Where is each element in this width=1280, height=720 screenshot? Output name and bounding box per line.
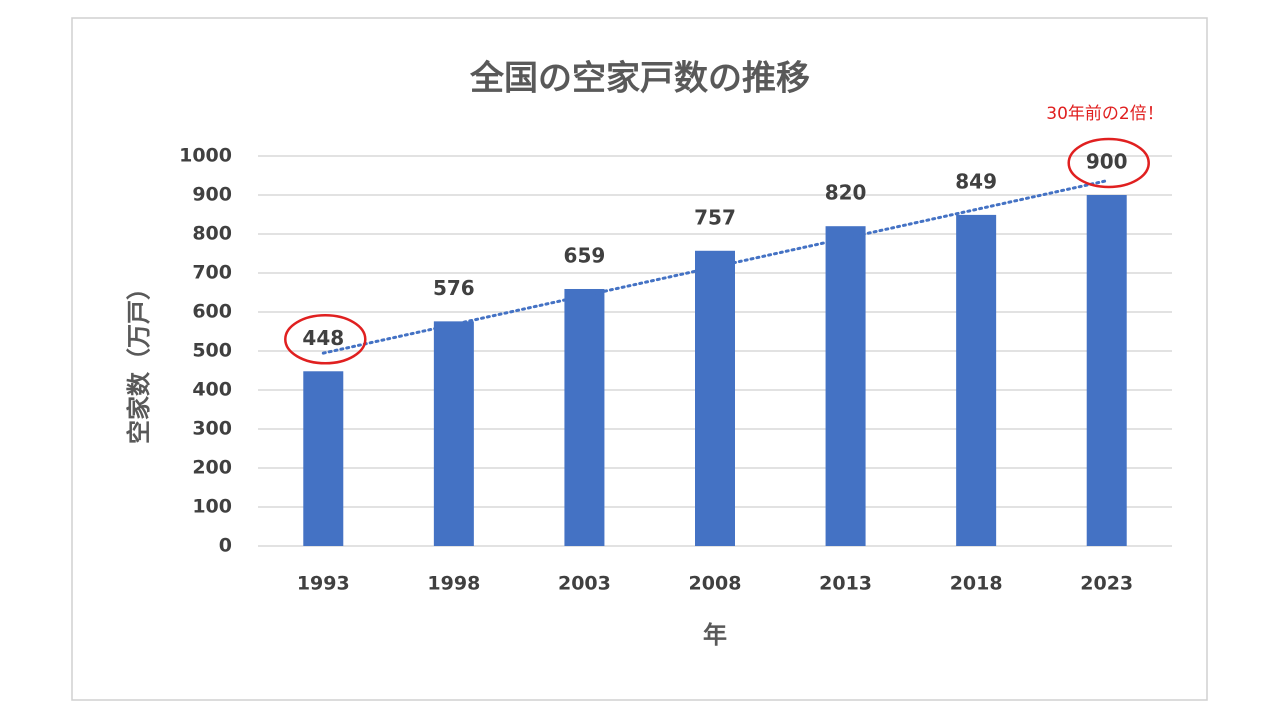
bar [956, 214, 997, 546]
bar [1086, 195, 1127, 546]
y-tick-label: 1000 [179, 145, 232, 167]
data-label: 448 [302, 326, 344, 350]
y-tick-label: 0 [219, 535, 232, 557]
x-tick-label: 1998 [427, 573, 480, 595]
data-label: 757 [694, 205, 736, 229]
y-tick-label: 100 [192, 496, 232, 518]
x-tick-label: 2008 [689, 573, 742, 595]
bar [825, 226, 866, 546]
bar [433, 321, 474, 546]
y-tick-label: 200 [192, 457, 232, 479]
x-tick-label: 2013 [819, 573, 872, 595]
x-tick-label: 2018 [950, 573, 1003, 595]
y-tick-label: 500 [192, 340, 232, 362]
data-label: 849 [955, 169, 997, 193]
bar [303, 371, 344, 546]
x-tick-label: 2023 [1080, 573, 1133, 595]
chart-title: 全国の空家戸数の推移 [469, 59, 810, 99]
highlight-circle [284, 314, 367, 365]
trendline [321, 179, 1109, 355]
bar [564, 288, 605, 546]
annotation: 30年前の2倍！ [1046, 104, 1163, 124]
data-label: 820 [825, 181, 867, 205]
y-tick-label: 900 [192, 184, 232, 206]
x-tick-label: 1993 [297, 573, 350, 595]
data-label: 659 [564, 243, 606, 267]
y-tick-label: 600 [192, 301, 232, 323]
data-label: 900 [1086, 150, 1128, 174]
highlight-circle [1067, 137, 1150, 189]
y-tick-label: 400 [192, 379, 232, 401]
y-tick-label: 800 [192, 223, 232, 245]
y-axis-title: 空家数（万戸） [125, 276, 153, 444]
data-label: 576 [433, 276, 475, 300]
chart-frame [71, 17, 1208, 701]
x-axis-title: 年 [703, 621, 727, 649]
y-tick-label: 300 [192, 418, 232, 440]
x-tick-label: 2003 [558, 573, 611, 595]
bar [695, 250, 735, 546]
y-tick-label: 700 [192, 262, 232, 284]
